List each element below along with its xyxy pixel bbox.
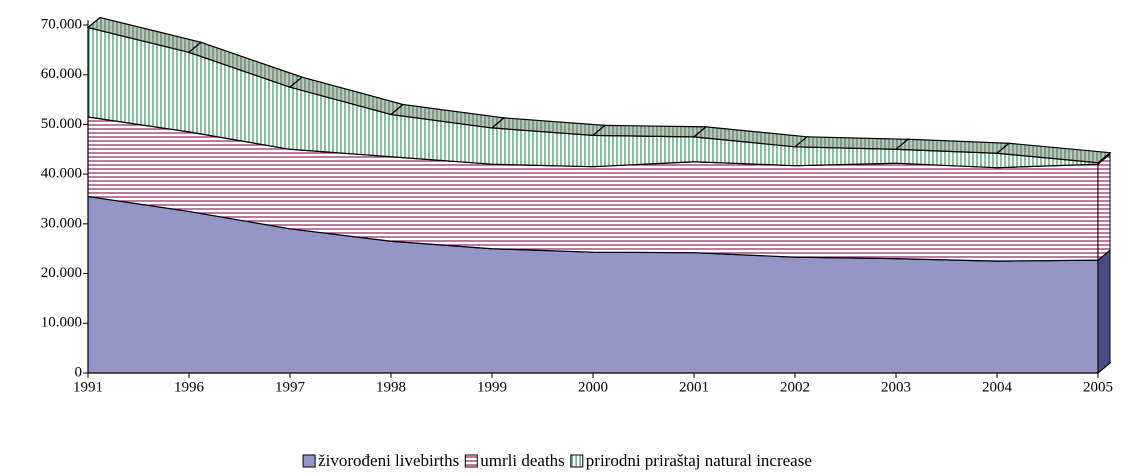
x-tick-label: 2004 — [982, 379, 1013, 395]
side-face — [1097, 153, 1111, 262]
legend-swatch — [302, 454, 316, 468]
y-tick-label: 0 — [75, 364, 83, 380]
x-tick-label: 2003 — [881, 379, 911, 395]
x-tick-label: 1999 — [477, 379, 507, 395]
top-face — [995, 142, 1112, 164]
y-tick-label: 60.000 — [41, 66, 82, 82]
legend-label: prirodni priraštaj natural increase — [586, 451, 812, 470]
x-tick-label: 2002 — [780, 379, 810, 395]
y-tick-label: 20.000 — [41, 265, 82, 281]
x-tick-label: 1996 — [174, 379, 205, 395]
y-tick-label: 70.000 — [41, 16, 82, 32]
x-tick-label: 2001 — [679, 379, 709, 395]
legend-swatch — [464, 454, 478, 468]
x-tick-label: 2000 — [578, 379, 608, 395]
top-face — [793, 136, 910, 150]
y-tick-label: 40.000 — [41, 166, 82, 182]
y-tick-label: 30.000 — [41, 215, 82, 231]
side-face — [1097, 249, 1111, 375]
x-tick-label: 1998 — [376, 379, 406, 395]
top-face — [591, 124, 708, 138]
x-tick-label: 1997 — [275, 379, 306, 395]
y-tick-label: 50.000 — [41, 116, 82, 132]
legend-swatch — [570, 454, 584, 468]
y-tick-label: 10.000 — [41, 315, 82, 331]
legend: živorođeni livebirths umrli deaths prirodn… — [302, 451, 812, 470]
x-tick-label: 2005 — [1083, 379, 1113, 395]
legend-label: umrli deaths — [480, 451, 565, 470]
legend-label: živorođeni livebirths — [318, 451, 459, 470]
x-tick-label: 1991 — [73, 379, 103, 395]
